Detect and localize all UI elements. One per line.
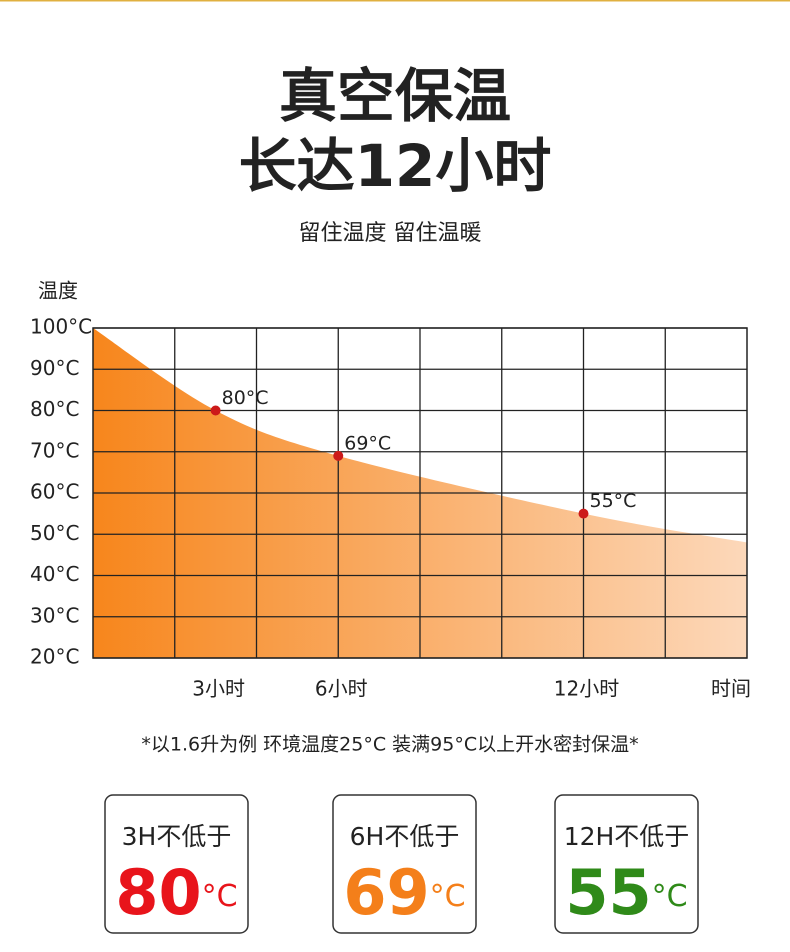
card-unit: °C (652, 879, 688, 914)
title-line: 真空保温 (279, 62, 511, 130)
card-label: 6H不低于 (350, 822, 460, 851)
card-label: 12H不低于 (564, 822, 690, 851)
y-tick-label: 100°C (30, 315, 92, 339)
title-line: 长达12小时 (239, 132, 552, 200)
x-tick-label: 3小时 (192, 677, 245, 701)
x-axis-label: 时间 (711, 677, 751, 701)
data-point (333, 450, 344, 461)
card-value-line: 69°C (343, 856, 465, 929)
card-value: 80 (115, 856, 201, 929)
y-tick-label: 30°C (30, 603, 79, 627)
y-axis-label: 温度 (38, 279, 78, 303)
y-tick-label: 80°C (30, 397, 79, 421)
card (104, 794, 249, 934)
card-value-line: 80°C (115, 856, 237, 929)
y-tick-label: 50°C (30, 521, 79, 545)
y-tick-label: 70°C (30, 438, 79, 462)
card-value: 69 (343, 856, 429, 929)
plot-frame (92, 327, 748, 659)
card (554, 794, 699, 934)
footnote: *以1.6升为例 环境温度25°C 装满95°C以上开水密封保温* (141, 734, 638, 756)
y-tick-label: 60°C (30, 480, 79, 504)
card-value: 55 (565, 856, 651, 929)
x-tick-label: 6小时 (315, 677, 368, 701)
card-unit: °C (430, 879, 466, 914)
card (332, 794, 477, 934)
y-tick-label: 90°C (30, 356, 79, 380)
y-tick-label: 40°C (30, 562, 79, 586)
card-value-line: 55°C (565, 856, 687, 929)
value-label: 80°C (222, 387, 269, 409)
data-point (578, 508, 589, 519)
x-tick-label: 12小时 (554, 677, 619, 701)
y-tick-label: 20°C (30, 645, 79, 669)
value-label: 55°C (590, 490, 637, 512)
value-label: 69°C (344, 432, 391, 454)
subtitle: 留住温度 留住温暖 (299, 221, 482, 246)
card-label: 3H不低于 (122, 822, 232, 851)
card-unit: °C (202, 879, 238, 914)
data-point (210, 405, 221, 416)
